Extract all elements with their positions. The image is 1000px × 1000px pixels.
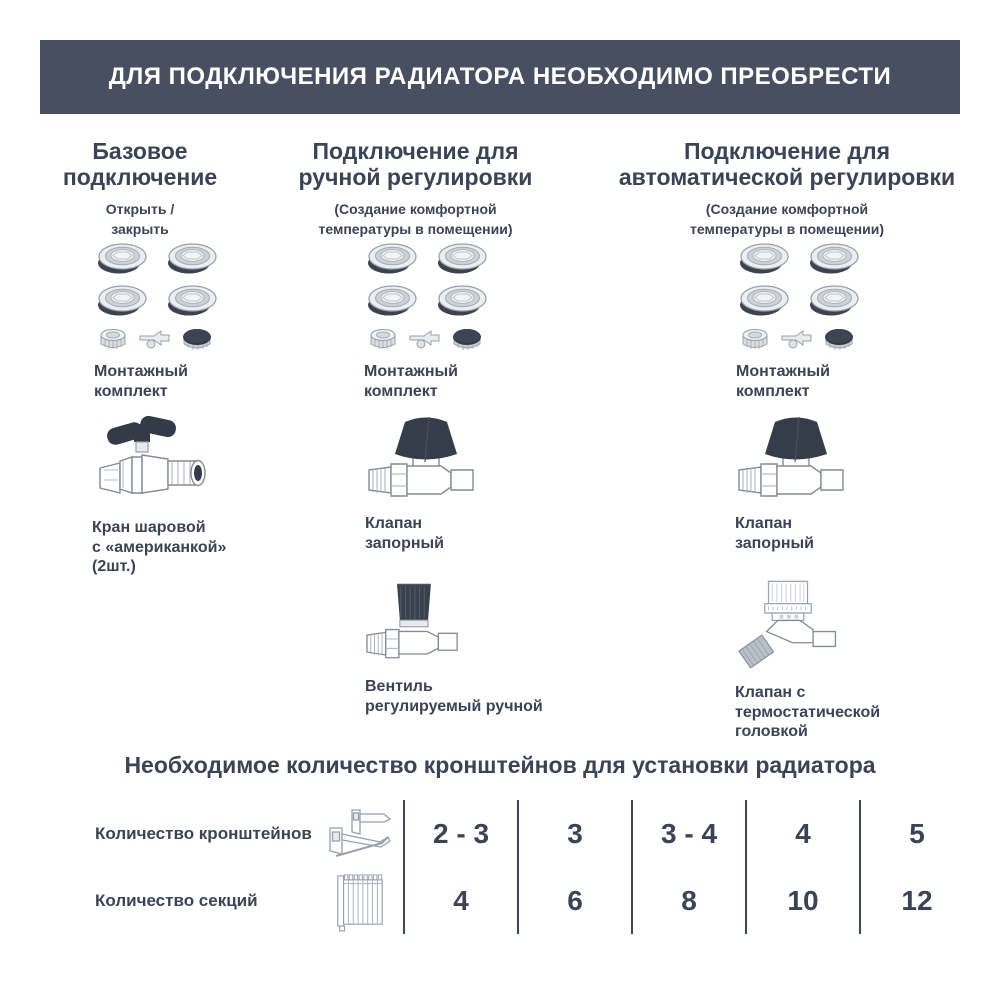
item-label: Клапан запорный xyxy=(365,515,445,552)
column-title: Подключение для автоматической регулиров… xyxy=(618,138,956,190)
table-value-column: 4 10 xyxy=(745,800,859,934)
column-subtitle: (Создание комфортной температуры в помещ… xyxy=(318,200,513,238)
column-title: Базовое подключение xyxy=(62,138,218,190)
brackets-count: 4 xyxy=(795,817,811,849)
header-banner: ДЛЯ ПОДКЛЮЧЕНИЯ РАДИАТОРА НЕОБХОДИМО ПРЕ… xyxy=(40,40,960,114)
item-label: Клапан запорный xyxy=(735,515,815,552)
air-vent-icon xyxy=(780,327,814,351)
sections-count: 6 xyxy=(567,884,583,916)
sections-count: 8 xyxy=(681,884,697,916)
radiator-icon xyxy=(317,868,403,934)
brackets-table: Количество кронштейнов Количество секций… xyxy=(60,800,973,934)
coupling-ring-icon xyxy=(434,242,490,276)
coupling-ring-icon xyxy=(364,284,420,318)
column-automatic-regulation: Подключение для автоматической регулиров… xyxy=(592,138,982,742)
product-item-ball-valve: Кран шаровой с «американкой» (2шт.) xyxy=(92,412,262,577)
column-basic-connection: Базовое подключение Открыть / закрыть Мо… xyxy=(30,138,250,577)
brackets-count: 2 - 3 xyxy=(432,817,490,849)
column-manual-regulation: Подключение для ручной регулировки (Созд… xyxy=(268,138,563,716)
shutoff-valve-icon xyxy=(365,412,479,506)
item-label: Вентиль регулируемый ручной xyxy=(365,678,543,715)
cap-icon xyxy=(820,324,858,354)
mounting-kit: Монтажный комплект xyxy=(94,242,234,402)
coupling-ring-icon xyxy=(434,284,490,318)
coupling-ring-icon xyxy=(94,284,150,318)
coupling-ring-icon xyxy=(164,284,220,318)
cap-icon xyxy=(448,324,486,354)
coupling-ring-icon xyxy=(806,284,862,318)
row-label: Количество кронштейнов xyxy=(95,823,312,843)
cap-icon xyxy=(178,324,216,354)
coupling-ring-icon xyxy=(94,242,150,276)
table-value-column: 5 12 xyxy=(859,800,973,934)
row-label: Количество секций xyxy=(95,890,258,910)
sections-count: 10 xyxy=(787,884,819,916)
table-value-column: 3 - 4 8 xyxy=(631,800,745,934)
table-value-column: 3 6 xyxy=(517,800,631,934)
plug-icon xyxy=(94,324,132,354)
coupling-ring-icon xyxy=(736,242,792,276)
mounting-kit: Монтажный комплект xyxy=(364,242,504,402)
plug-icon xyxy=(736,324,774,354)
sections-count: 4 xyxy=(453,884,469,916)
table-row-brackets: Количество кронштейнов xyxy=(60,800,403,867)
item-label: Клапан с термостатической головкой xyxy=(735,684,881,741)
air-vent-icon xyxy=(408,327,442,351)
column-subtitle: Открыть / закрыть xyxy=(105,200,175,238)
plug-icon xyxy=(364,324,402,354)
product-item-shutoff-valve: Клапан запорный xyxy=(365,412,575,553)
item-label: Кран шаровой с «американкой» (2шт.) xyxy=(92,519,227,576)
coupling-ring-icon xyxy=(364,242,420,276)
brackets-count: 3 - 4 xyxy=(660,817,718,849)
table-row-sections: Количество секций xyxy=(60,867,403,934)
product-item-thermostatic-valve: Клапан с термостатической головкой xyxy=(735,577,970,742)
air-vent-icon xyxy=(138,327,172,351)
coupling-ring-icon xyxy=(806,242,862,276)
manual-valve-icon xyxy=(365,577,461,669)
coupling-ring-icon xyxy=(736,284,792,318)
mounting-kit: Монтажный комплект xyxy=(736,242,876,402)
product-item-manual-valve: Вентиль регулируемый ручной xyxy=(365,577,575,716)
ball-valve-icon xyxy=(92,412,218,510)
mounting-kit-label: Монтажный комплект xyxy=(736,363,831,400)
table-label-column: Количество кронштейнов Количество секций xyxy=(60,800,403,934)
brackets-count: 5 xyxy=(909,817,925,849)
thermostatic-valve-icon xyxy=(735,577,841,675)
wall-bracket-icon xyxy=(317,804,403,864)
column-subtitle: (Создание комфортной температуры в помещ… xyxy=(690,200,884,238)
brackets-section-title: Необходимое количество кронштейнов для у… xyxy=(124,752,876,778)
brackets-count: 3 xyxy=(567,817,583,849)
coupling-ring-icon xyxy=(164,242,220,276)
product-item-shutoff-valve: Клапан запорный xyxy=(735,412,970,553)
page-title: ДЛЯ ПОДКЛЮЧЕНИЯ РАДИАТОРА НЕОБХОДИМО ПРЕ… xyxy=(108,63,892,90)
sections-count: 12 xyxy=(901,884,933,916)
table-value-column: 2 - 3 4 xyxy=(403,800,517,934)
mounting-kit-label: Монтажный комплект xyxy=(364,363,459,400)
shutoff-valve-icon xyxy=(735,412,849,506)
mounting-kit-label: Монтажный комплект xyxy=(94,363,189,400)
column-title: Подключение для ручной регулировки xyxy=(298,138,533,190)
